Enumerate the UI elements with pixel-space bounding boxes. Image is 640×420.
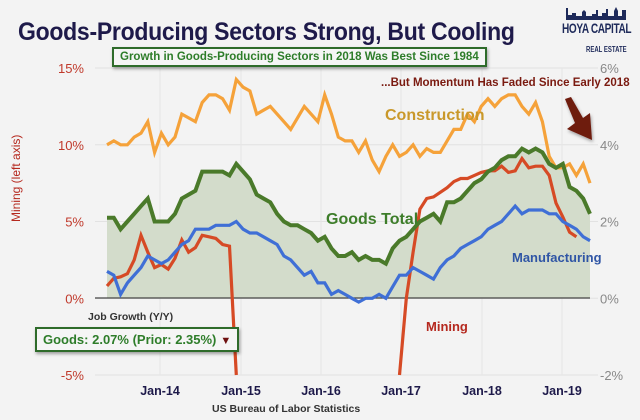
logo-line2: REAL ESTATE xyxy=(586,45,627,54)
y-right-tick-label: 0% xyxy=(600,291,619,306)
goods-total-line xyxy=(107,146,592,267)
down-triangle-icon: ▼ xyxy=(220,335,232,347)
growth-callout: Growth in Goods-Producing Sectors in 201… xyxy=(112,47,487,67)
construction-label: Construction xyxy=(385,107,485,124)
y-right-tick-label: 2% xyxy=(600,215,619,230)
goods-total-area xyxy=(107,148,590,298)
y-left-tick-label: -5% xyxy=(61,368,85,383)
manufacturing-line xyxy=(106,203,591,304)
x-tick-label: Jan-16 xyxy=(301,384,341,398)
y-left-tick-label: 15% xyxy=(58,61,84,76)
logo-line1: HOYA CAPITAL xyxy=(562,20,632,36)
y-left-tick-label: 5% xyxy=(65,215,84,230)
source-note: US Bureau of Labor Statistics xyxy=(212,403,361,415)
y-right-tick-label: 4% xyxy=(600,138,619,153)
y-right-tick-label: -2% xyxy=(600,368,624,383)
y-left-tick-label: 10% xyxy=(58,138,84,153)
mining-label: Mining xyxy=(426,319,468,334)
momentum-arrow-icon xyxy=(565,97,592,140)
goods-total-label: Goods Total xyxy=(326,211,419,228)
goods-growth-box: Goods: 2.07% (Prior: 2.35%) ▼ xyxy=(35,327,240,352)
manufacturing-label: Manufacturing xyxy=(512,250,602,265)
x-tick-label: Jan-19 xyxy=(542,384,582,398)
x-tick-label: Jan-17 xyxy=(381,384,421,398)
chart-title: Goods-Producing Sectors Strong, But Cool… xyxy=(18,18,515,46)
x-tick-label: Jan-15 xyxy=(221,384,261,398)
momentum-note: ...But Momentum Has Faded Since Early 20… xyxy=(381,77,630,89)
construction-line xyxy=(106,76,592,184)
job-growth-label: Job Growth (Y/Y) xyxy=(88,311,174,323)
y-right-tick-label: 6% xyxy=(600,61,619,76)
hoya-capital-logo: HOYA CAPITAL REAL ESTATE xyxy=(560,4,634,62)
left-axis-label: Mining (left axis) xyxy=(9,134,23,222)
skyline-icon xyxy=(566,7,626,20)
x-tick-label: Jan-14 xyxy=(140,384,180,398)
y-left-tick-label: 0% xyxy=(65,291,84,306)
x-tick-label: Jan-18 xyxy=(462,384,502,398)
goods-growth-text: Goods: 2.07% (Prior: 2.35%) xyxy=(43,332,217,347)
